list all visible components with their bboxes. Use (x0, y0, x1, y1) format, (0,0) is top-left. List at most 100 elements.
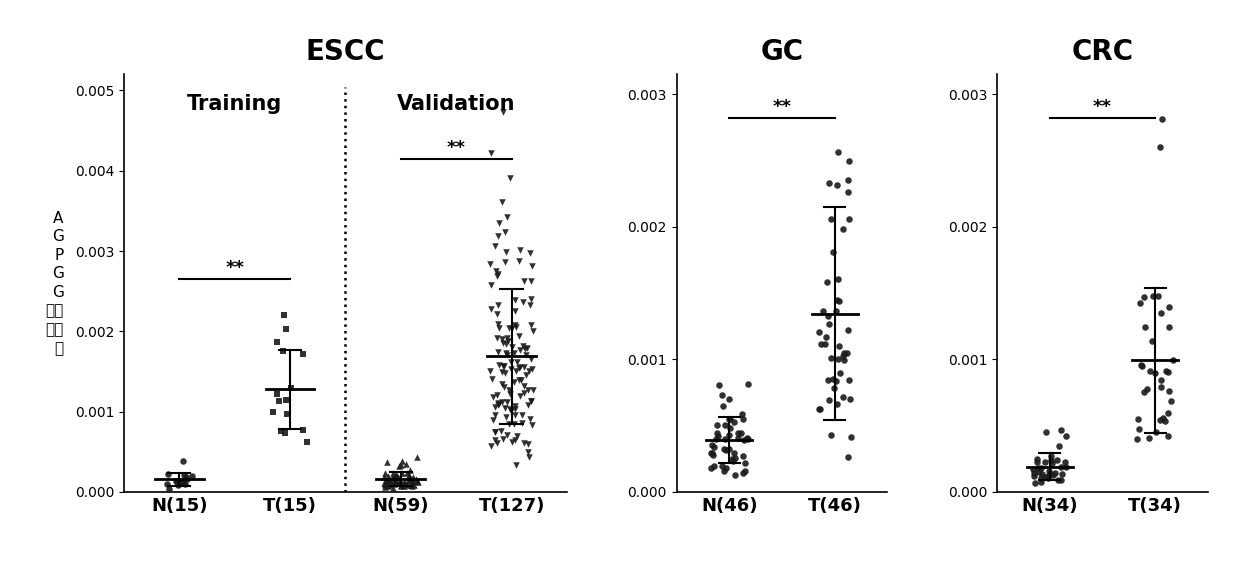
Point (499, 323, 519, 332)
Point (488, 320, 508, 329)
Point (400, 480, 420, 490)
Point (1031, 463, 1051, 472)
Point (1137, 384, 1157, 394)
Point (701, 448, 721, 458)
Point (479, 367, 499, 376)
Point (707, 420, 727, 430)
Point (1161, 396, 1181, 406)
Point (266, 337, 286, 347)
Point (175, 480, 195, 489)
Point (167, 480, 187, 490)
Point (499, 386, 519, 395)
Point (488, 398, 508, 407)
Point (732, 414, 752, 423)
Point (496, 349, 515, 358)
Point (735, 459, 755, 468)
Point (1041, 469, 1061, 478)
Point (497, 351, 517, 360)
Point (401, 481, 421, 490)
Point (269, 396, 289, 406)
Point (725, 470, 745, 479)
Point (1052, 425, 1072, 434)
Point (394, 482, 414, 491)
Point (496, 228, 515, 237)
Point (737, 433, 757, 442)
Title: ESCC: ESCC (306, 38, 385, 66)
Point (492, 380, 512, 389)
Point (377, 457, 396, 466)
Point (1155, 416, 1175, 425)
Point (297, 438, 317, 447)
Point (712, 462, 732, 471)
Point (481, 304, 501, 313)
Text: **: ** (225, 259, 244, 277)
Point (497, 398, 517, 407)
Point (1041, 456, 1061, 465)
Point (502, 438, 522, 447)
Point (482, 374, 502, 383)
Point (819, 395, 839, 404)
Point (506, 411, 525, 420)
Point (828, 354, 847, 363)
Point (519, 452, 539, 462)
Point (278, 410, 297, 419)
Point (701, 440, 721, 450)
Point (493, 362, 513, 371)
Point (487, 390, 507, 399)
Point (294, 349, 313, 359)
Point (518, 439, 538, 448)
Point (506, 321, 525, 330)
Point (520, 414, 540, 423)
Point (818, 376, 838, 385)
Point (1027, 458, 1047, 467)
Point (502, 323, 522, 332)
Point (704, 443, 724, 452)
Point (389, 479, 409, 488)
Point (1051, 476, 1070, 485)
Point (167, 477, 187, 486)
Point (493, 435, 513, 444)
Point (498, 419, 518, 428)
Point (507, 460, 527, 470)
Point (408, 476, 427, 485)
Point (268, 389, 287, 398)
Point (1028, 463, 1048, 472)
Point (833, 352, 852, 361)
Point (1146, 427, 1166, 436)
Point (520, 249, 540, 258)
Point (1023, 468, 1043, 478)
Point (733, 451, 753, 460)
Point (821, 214, 841, 224)
Point (826, 376, 846, 386)
Point (1129, 425, 1149, 434)
Point (390, 476, 410, 486)
Point (496, 258, 515, 267)
Point (384, 479, 404, 488)
Point (501, 173, 520, 182)
Point (1135, 323, 1155, 332)
Point (172, 478, 192, 487)
Point (509, 376, 529, 385)
Point (502, 364, 522, 374)
Point (838, 348, 857, 358)
Point (514, 388, 534, 398)
Text: **: ** (772, 98, 792, 116)
Text: Training: Training (187, 94, 282, 114)
Point (512, 375, 532, 384)
Point (493, 107, 513, 116)
Point (706, 434, 726, 443)
Point (819, 178, 839, 188)
Point (496, 412, 515, 422)
Point (401, 475, 421, 484)
Point (510, 246, 530, 255)
Point (826, 307, 846, 316)
Point (522, 364, 541, 374)
Point (517, 351, 536, 360)
Point (839, 375, 859, 384)
Point (1057, 463, 1077, 472)
Point (281, 383, 301, 392)
Point (724, 418, 743, 427)
Point (497, 340, 517, 349)
Point (817, 332, 836, 341)
Point (812, 339, 831, 348)
